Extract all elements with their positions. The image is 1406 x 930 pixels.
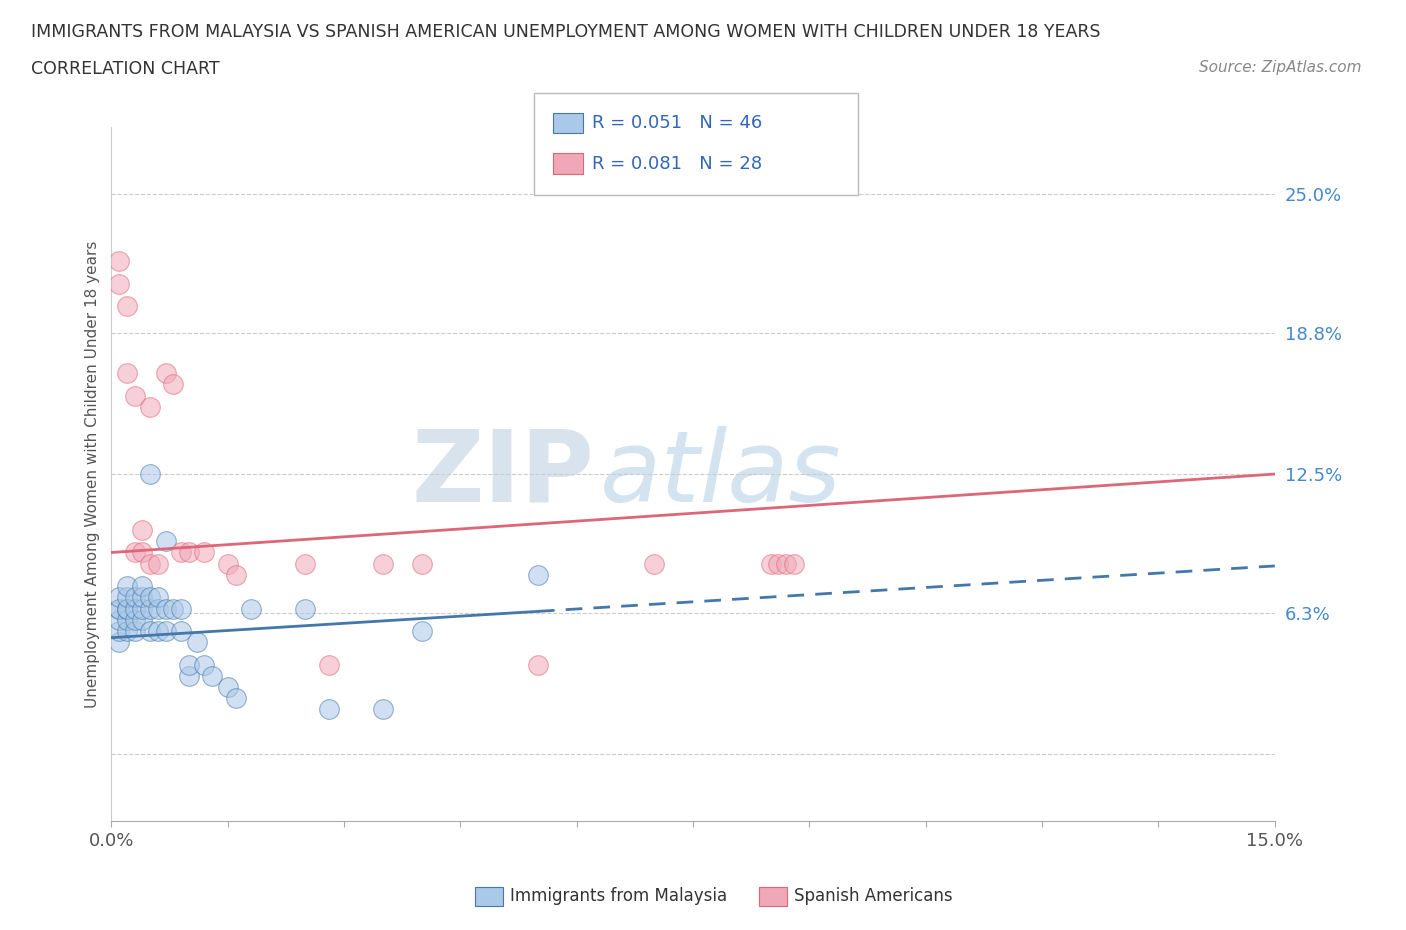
Point (131, 523, 153, 538)
Point (108, 623, 131, 638)
Point (411, 623, 433, 638)
Point (177, 658, 200, 672)
Point (162, 601, 184, 616)
Point (139, 467, 162, 482)
Point (371, 702, 394, 717)
Point (225, 691, 247, 706)
Point (139, 590, 162, 604)
Point (108, 590, 131, 604)
Point (643, 556, 665, 571)
Point (115, 299, 138, 313)
Point (225, 567, 247, 582)
Point (155, 534, 177, 549)
Point (131, 578, 153, 593)
Text: ZIP: ZIP (412, 426, 595, 523)
Point (131, 545, 153, 560)
Point (186, 634, 208, 649)
Point (115, 365, 138, 380)
Point (155, 601, 177, 616)
Text: CORRELATION CHART: CORRELATION CHART (31, 60, 219, 78)
Text: atlas: atlas (600, 426, 842, 523)
Point (294, 601, 316, 616)
Point (193, 545, 215, 560)
Point (162, 377, 184, 392)
Point (240, 601, 263, 616)
Point (115, 601, 138, 616)
Point (115, 590, 138, 604)
Point (783, 556, 806, 571)
Point (124, 388, 146, 403)
Point (131, 612, 153, 627)
Point (124, 601, 146, 616)
Point (527, 658, 550, 672)
Point (131, 601, 153, 616)
Point (155, 623, 177, 638)
Point (131, 590, 153, 604)
Point (759, 556, 782, 571)
Point (108, 601, 131, 616)
Point (139, 399, 162, 414)
Point (139, 623, 162, 638)
Point (170, 601, 193, 616)
Point (124, 590, 146, 604)
Point (170, 545, 193, 560)
Y-axis label: Unemployment Among Women with Children Under 18 years: Unemployment Among Women with Children U… (86, 240, 100, 708)
Point (294, 556, 316, 571)
Point (318, 658, 340, 672)
Text: IMMIGRANTS FROM MALAYSIA VS SPANISH AMERICAN UNEMPLOYMENT AMONG WOMEN WITH CHILD: IMMIGRANTS FROM MALAYSIA VS SPANISH AMER… (31, 23, 1101, 41)
Point (527, 567, 550, 582)
Point (411, 556, 433, 571)
Point (155, 365, 177, 380)
Text: Immigrants from Malaysia: Immigrants from Malaysia (510, 886, 727, 905)
Point (108, 612, 131, 627)
Point (124, 545, 146, 560)
Point (115, 578, 138, 593)
Point (768, 556, 790, 571)
Point (108, 634, 131, 649)
Point (177, 669, 200, 684)
Point (146, 556, 169, 571)
Point (201, 669, 224, 684)
Point (124, 612, 146, 627)
Point (318, 702, 340, 717)
Point (115, 612, 138, 627)
Point (115, 601, 138, 616)
Point (124, 623, 146, 638)
Text: R = 0.051   N = 46: R = 0.051 N = 46 (592, 113, 762, 132)
Point (115, 623, 138, 638)
Point (108, 254, 131, 269)
Point (146, 590, 169, 604)
Point (177, 545, 200, 560)
Point (170, 623, 193, 638)
Text: Spanish Americans: Spanish Americans (794, 886, 953, 905)
Point (146, 623, 169, 638)
Point (108, 276, 131, 291)
Point (139, 601, 162, 616)
Text: Source: ZipAtlas.com: Source: ZipAtlas.com (1198, 60, 1361, 75)
Point (217, 680, 239, 695)
Point (217, 556, 239, 571)
Point (146, 601, 169, 616)
Point (775, 556, 797, 571)
Point (108, 601, 131, 616)
Point (139, 556, 162, 571)
Point (371, 556, 394, 571)
Text: R = 0.081   N = 28: R = 0.081 N = 28 (592, 154, 762, 173)
Point (193, 658, 215, 672)
